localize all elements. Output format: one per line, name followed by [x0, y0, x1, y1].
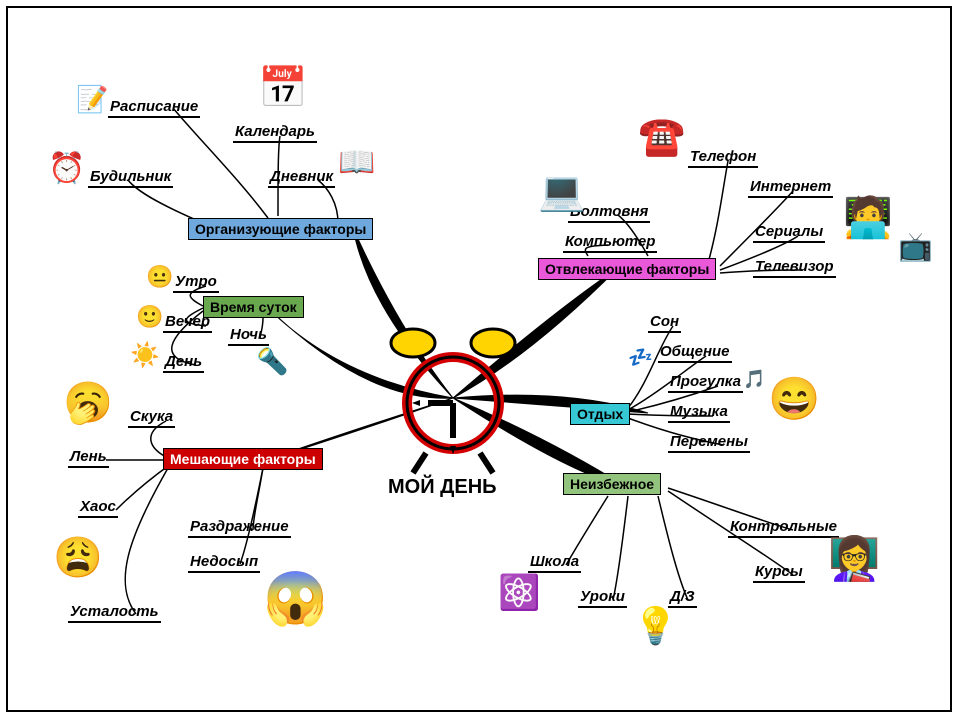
leaf-calendar: Календарь: [233, 123, 317, 143]
scream-icon: 😱: [263, 573, 328, 625]
tv-person-icon: 🧑‍💻: [843, 198, 893, 238]
leaf-courses: Курсы: [753, 563, 805, 583]
alarm-clock-icon: [391, 329, 515, 473]
leaf-tests: Контрольные: [728, 518, 839, 538]
note-icon: 📝: [76, 86, 108, 112]
leaf-irritation: Раздражение: [188, 518, 291, 538]
lamp-icon: 💡: [633, 608, 678, 644]
leaf-sleep: Сон: [648, 313, 681, 333]
face-green-icon: 😐: [146, 266, 173, 288]
book-icon: 📖: [338, 148, 375, 178]
leaf-computer: Компьютер: [563, 233, 657, 253]
leaf-changes: Перемены: [668, 433, 750, 453]
branch-timeofday: Время суток: [203, 296, 304, 318]
leaf-music: Музыка: [668, 403, 730, 423]
leaf-tv: Телевизор: [753, 258, 836, 278]
face-smile-icon: 🙂: [136, 306, 163, 328]
sun-icon: ☀️: [130, 344, 160, 368]
flashlight-icon: 🔦: [256, 348, 288, 374]
branch-rest: Отдых: [570, 403, 630, 425]
leaf-phone: Телефон: [688, 148, 758, 168]
leaf-hw: Д/З: [668, 588, 697, 608]
leaf-morning: Утро: [173, 273, 219, 293]
phone-icon: ☎️: [638, 118, 685, 156]
leaf-chaos: Хаос: [78, 498, 118, 518]
branch-organizing: Организующие факторы: [188, 218, 373, 240]
leaf-nosleep: Недосып: [188, 553, 260, 573]
students-icon: 👩‍🏫: [828, 538, 880, 580]
laptop-icon: 💻: [538, 173, 585, 211]
leaf-school: Школа: [528, 553, 581, 573]
leaf-evening: Вечер: [163, 313, 212, 333]
leaf-walk: Прогулка: [668, 373, 743, 393]
yawn-icon: 🥱: [63, 383, 113, 423]
leaf-social: Общение: [658, 343, 732, 363]
branch-inevitable: Неизбежное: [563, 473, 661, 495]
leaf-lessons: Уроки: [578, 588, 627, 608]
leaf-alarm: Будильник: [88, 168, 173, 188]
leaf-serials: Сериалы: [753, 223, 825, 243]
music-icon: 😄: [768, 378, 820, 420]
leaf-night: Ночь: [228, 326, 269, 346]
alarm-icon: ⏰: [48, 154, 85, 184]
music-note-icon: 🎵: [743, 370, 765, 388]
leaf-schedule: Расписание: [108, 98, 200, 118]
sleep-icon: 💤: [628, 348, 653, 368]
leaf-tiredness: Усталость: [68, 603, 161, 623]
branch-distracting: Отвлекающие факторы: [538, 258, 716, 280]
calendar-icon: 📅: [258, 68, 308, 108]
leaf-internet: Интернет: [748, 178, 833, 198]
leaf-day: День: [163, 353, 204, 373]
leaf-boredom: Скука: [128, 408, 175, 428]
center-title: МОЙ ДЕНЬ: [388, 476, 497, 499]
leaf-diary: Дневник: [268, 168, 335, 188]
leaf-laziness: Лень: [68, 448, 109, 468]
diagram-frame: МОЙ ДЕНЬ Организующие факторы Время суто…: [6, 6, 952, 712]
tired-icon: 😩: [53, 538, 103, 578]
molecule-icon: ⚛️: [498, 576, 540, 610]
branch-hindering: Мешающие факторы: [163, 448, 323, 470]
tv-icon: 📺: [898, 233, 933, 261]
